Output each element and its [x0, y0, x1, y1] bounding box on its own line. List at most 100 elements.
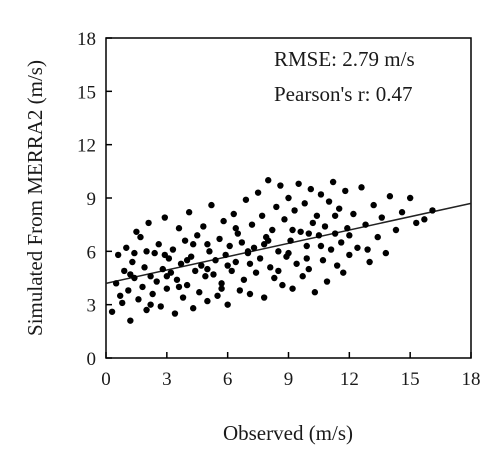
data-point [204, 265, 211, 273]
data-point [175, 225, 183, 232]
data-point [230, 210, 237, 218]
data-point [406, 194, 414, 202]
y-tick-label: 18 [77, 29, 96, 50]
data-point [303, 255, 310, 262]
y-axis-title: Simulated From MERRA2 (m/s) [23, 60, 47, 336]
data-point [392, 226, 400, 234]
data-point [287, 237, 294, 244]
data-point [112, 280, 120, 287]
y-tick-label: 15 [77, 82, 96, 103]
points-layer [108, 177, 436, 324]
data-point [163, 273, 171, 280]
x-tick-label: 6 [223, 369, 233, 390]
data-point [374, 233, 381, 241]
data-point [317, 242, 325, 250]
data-point [236, 287, 244, 294]
data-point [123, 244, 130, 251]
data-point [279, 281, 286, 289]
x-tick-label: 9 [284, 369, 294, 390]
data-point [315, 232, 323, 239]
data-point [293, 260, 300, 267]
y-tick-label: 12 [77, 136, 96, 157]
data-point [200, 223, 207, 230]
data-point [177, 260, 185, 267]
data-point [317, 191, 325, 198]
data-point [114, 251, 122, 259]
data-point [212, 257, 219, 264]
data-point [313, 212, 321, 219]
data-point [147, 301, 154, 308]
data-point [291, 207, 298, 214]
data-point [327, 246, 335, 253]
data-point [350, 210, 357, 218]
data-point [204, 297, 211, 305]
data-point [228, 267, 235, 275]
data-point [234, 230, 242, 237]
data-point [258, 212, 266, 219]
data-point [192, 267, 199, 275]
data-point [309, 219, 317, 227]
data-point [131, 249, 138, 257]
data-point [161, 251, 169, 259]
data-point [271, 274, 278, 282]
data-point [250, 244, 258, 251]
data-point [256, 255, 264, 262]
data-point [346, 251, 353, 259]
data-point [202, 273, 209, 280]
data-point [108, 308, 116, 315]
data-point [242, 196, 250, 203]
data-point [127, 271, 134, 278]
data-point [204, 241, 211, 248]
data-point [311, 289, 319, 296]
data-point [364, 246, 371, 253]
data-point [149, 290, 156, 298]
data-point [232, 258, 239, 266]
data-point [366, 258, 373, 266]
data-point [161, 214, 169, 221]
x-tick-label: 3 [162, 369, 172, 390]
data-point [413, 219, 420, 227]
ticks-layer: 0 3 6 9 12 15 18 0 3 6 9 12 15 18 [77, 29, 481, 390]
data-point [285, 249, 292, 257]
data-point [179, 294, 187, 301]
data-point [194, 232, 201, 239]
data-point [277, 182, 284, 189]
data-point [295, 180, 302, 187]
data-point [386, 193, 394, 200]
data-point [169, 246, 177, 253]
data-point [125, 287, 132, 294]
data-point [248, 221, 256, 228]
y-tick-label: 3 [87, 296, 97, 317]
data-point [153, 278, 160, 285]
data-point [297, 228, 304, 235]
data-point [299, 273, 306, 280]
data-point [127, 317, 134, 324]
data-point [232, 225, 239, 232]
data-point [267, 264, 274, 271]
fit-line-layer [105, 202, 472, 285]
data-point [421, 216, 428, 223]
data-point [275, 248, 282, 255]
data-point [224, 301, 231, 308]
data-point [196, 289, 203, 296]
data-point [222, 251, 229, 259]
data-point [173, 276, 181, 283]
data-point [238, 239, 246, 246]
data-point [163, 285, 171, 292]
data-point [362, 221, 369, 228]
data-point [116, 292, 124, 299]
x-axis-title: Observed (m/s) [223, 421, 353, 445]
data-point [285, 194, 292, 202]
y-tick-label: 0 [87, 349, 97, 370]
data-point [171, 310, 179, 317]
data-point [214, 292, 221, 299]
data-point [289, 226, 296, 234]
data-point [244, 248, 252, 255]
data-point [137, 233, 144, 241]
data-point [121, 267, 128, 275]
data-point [252, 269, 260, 276]
data-point [159, 265, 166, 273]
data-point [378, 214, 385, 221]
data-point [260, 294, 268, 301]
